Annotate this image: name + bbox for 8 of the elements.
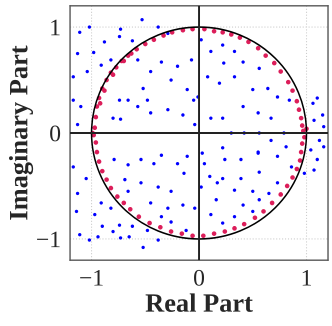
y-tick-label: 1 [51, 20, 60, 36]
x-tick-label: 0 [194, 270, 204, 286]
x-axis-title: Real Part [146, 293, 253, 312]
x-tick-label: 1 [302, 270, 312, 286]
x-tick-label: −1 [80, 270, 103, 286]
y-tick-label: −1 [37, 232, 60, 248]
y-tick-label: 0 [50, 126, 60, 142]
y-axis-title: Imaginary Part [8, 46, 34, 220]
